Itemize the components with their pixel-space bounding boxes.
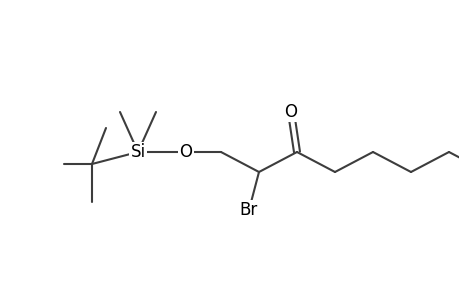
Text: O: O	[284, 103, 297, 121]
Text: Br: Br	[239, 201, 257, 219]
Text: Si: Si	[130, 143, 145, 161]
Text: O: O	[179, 143, 192, 161]
